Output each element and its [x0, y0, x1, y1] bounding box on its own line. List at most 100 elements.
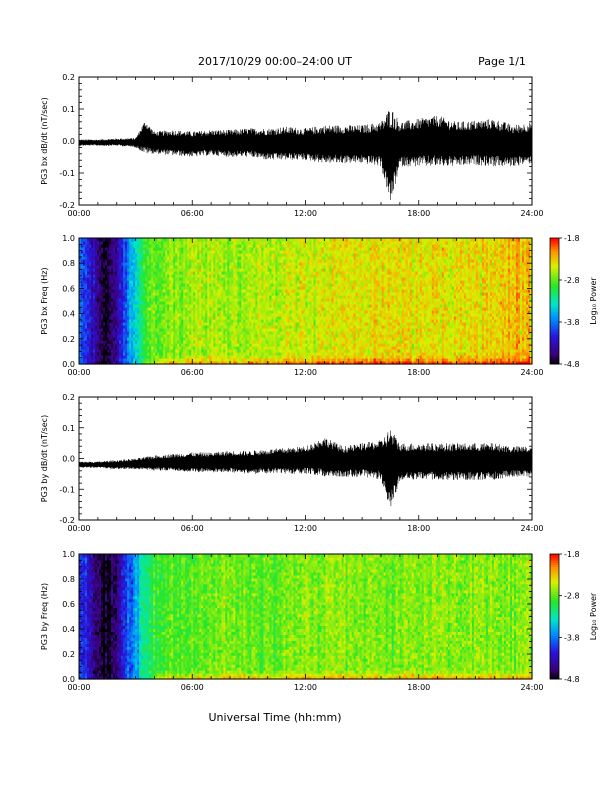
- spectrogram-cell: [153, 346, 156, 350]
- spectrogram-cell: [105, 331, 108, 335]
- spectrogram-cell: [125, 361, 128, 365]
- spectrogram-cell: [151, 271, 154, 275]
- spectrogram-cell: [123, 355, 126, 359]
- spectrogram-cell: [165, 259, 168, 263]
- spectrogram-cell: [129, 247, 132, 251]
- spectrogram-cell: [101, 331, 104, 335]
- spectrogram-cell: [117, 337, 120, 341]
- spectrogram-cell: [137, 241, 140, 245]
- spectrogram-cell: [175, 301, 178, 305]
- spectrogram-cell: [93, 337, 96, 341]
- spectrogram-cell: [81, 283, 84, 287]
- spectrogram-cell: [79, 334, 82, 338]
- spectrogram-cell: [143, 349, 146, 353]
- spectrogram-cell: [165, 304, 168, 308]
- spectrogram-cell: [101, 259, 104, 263]
- spectrogram-cell: [173, 280, 176, 284]
- spectrogram-cell: [159, 280, 162, 284]
- spectrogram-cell: [159, 349, 162, 353]
- spectrogram-cell: [175, 250, 178, 254]
- spectrogram-cell: [87, 319, 90, 323]
- spectrogram-cell: [109, 286, 112, 290]
- spectrogram-cell: [145, 283, 148, 287]
- spectrogram-cell: [151, 286, 154, 290]
- spectrogram-cell: [141, 292, 144, 296]
- spectrogram-cell: [113, 340, 116, 344]
- spectrogram-cell: [157, 316, 160, 320]
- spectrogram-cell: [137, 337, 140, 341]
- spectrogram-cell: [141, 325, 144, 329]
- spectrogram-cell: [163, 259, 166, 263]
- spectrogram-cell: [155, 289, 158, 293]
- spectrogram-cell: [153, 265, 156, 269]
- spectrogram-cell: [139, 250, 142, 254]
- spectrogram-cell: [159, 337, 162, 341]
- spectrogram-cell: [97, 319, 100, 323]
- spectrogram-cell: [109, 268, 112, 272]
- spectrogram-cell: [137, 262, 140, 266]
- spectrogram-cell: [113, 319, 116, 323]
- spectrogram-cell: [87, 289, 90, 293]
- spectrogram-cell: [105, 355, 108, 359]
- spectrogram-cell: [143, 319, 146, 323]
- spectrogram-cell: [135, 259, 138, 263]
- spectrogram-cell: [171, 337, 174, 341]
- spectrogram-cell: [157, 304, 160, 308]
- spectrogram-cell: [141, 322, 144, 326]
- spectrogram-cell: [95, 316, 98, 320]
- spectrogram-cell: [181, 325, 184, 329]
- spectrogram-cell: [103, 265, 106, 269]
- spectrogram-cell: [131, 355, 134, 359]
- spectrogram-cell: [111, 277, 114, 281]
- spectrogram-cell: [139, 292, 142, 296]
- spectrogram-cell: [127, 337, 130, 341]
- spectrogram-cell: [161, 343, 164, 347]
- spectrogram-cell: [143, 238, 146, 242]
- spectrogram-cell: [89, 295, 92, 299]
- spectrogram-cell: [147, 241, 150, 245]
- spectrogram-cell: [121, 292, 124, 296]
- spectrogram-cell: [145, 253, 148, 257]
- spectrogram-cell: [145, 241, 148, 245]
- spectrogram-cell: [97, 238, 100, 242]
- spectrogram-cell: [169, 298, 172, 302]
- spectrogram-cell: [149, 268, 152, 272]
- spectrogram-cell: [169, 331, 172, 335]
- spectrogram-cell: [171, 277, 174, 281]
- spectrogram-cell: [129, 301, 132, 305]
- spectrogram-cell: [97, 280, 100, 284]
- spectrogram-cell: [95, 292, 98, 296]
- spectrogram-cell: [151, 265, 154, 269]
- spectrogram-cell: [127, 307, 130, 311]
- spectrogram-cell: [167, 337, 170, 341]
- spectrogram-cell: [127, 322, 130, 326]
- spectrogram-cell: [143, 304, 146, 308]
- spectrogram-cell: [145, 271, 148, 275]
- spectrogram-cell: [123, 343, 126, 347]
- spectrogram-cell: [83, 280, 86, 284]
- spectrogram-cell: [157, 256, 160, 260]
- spectrogram-cell: [89, 241, 92, 245]
- spectrogram-cell: [173, 274, 176, 278]
- spectrogram-cell: [171, 280, 174, 284]
- spectrogram-cell: [179, 265, 182, 269]
- spectrogram-cell: [133, 250, 136, 254]
- spectrogram-cell: [113, 307, 116, 311]
- spectrogram-cell: [159, 268, 162, 272]
- spectrogram-cell: [139, 358, 142, 362]
- y-tick-label: -0.2: [59, 201, 75, 210]
- spectrogram-cell: [115, 316, 118, 320]
- x-tick-label: 24:00: [520, 209, 543, 218]
- spectrogram-cell: [141, 340, 144, 344]
- spectrogram-cell: [179, 304, 182, 308]
- spectrogram-cell: [173, 361, 176, 365]
- spectrogram-cell: [95, 295, 98, 299]
- spectrogram-cell: [135, 247, 138, 251]
- spectrogram-cell: [97, 313, 100, 317]
- spectrogram-cell: [115, 319, 118, 323]
- spectrogram-cell: [81, 343, 84, 347]
- spectrogram-cell: [109, 310, 112, 314]
- spectrogram-cell: [157, 331, 160, 335]
- spectrogram-cell: [175, 319, 178, 323]
- spectrogram-cell: [99, 265, 102, 269]
